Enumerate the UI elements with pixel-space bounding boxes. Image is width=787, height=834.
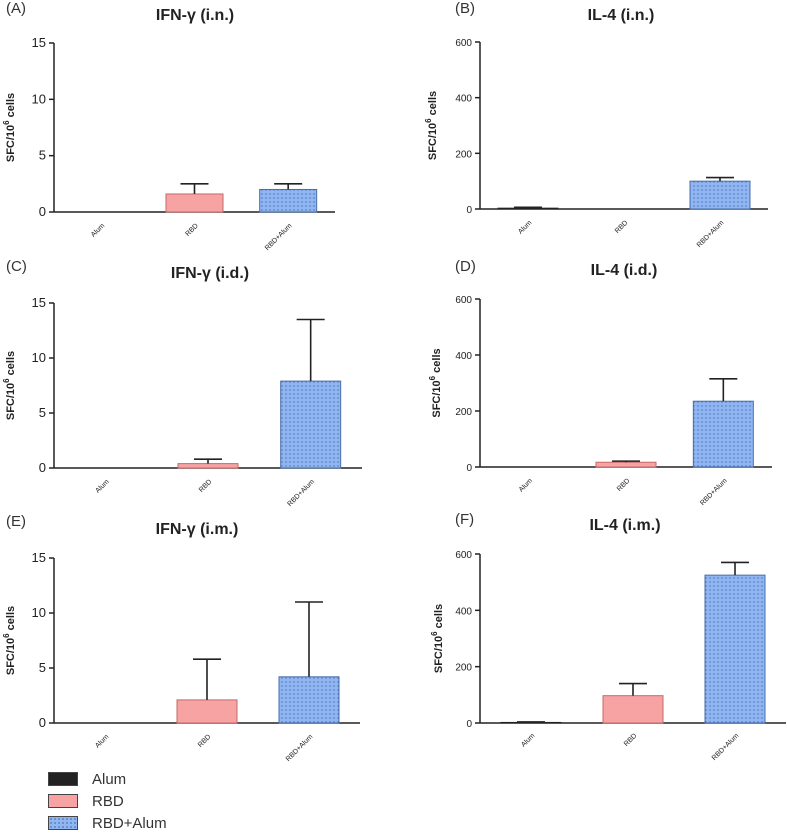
y-tick-label: 0	[466, 463, 472, 474]
y-tick-label: 10	[32, 91, 46, 106]
y-tick-label: 15	[32, 35, 46, 50]
x-tick-label: RBD	[623, 732, 638, 747]
legend-label: Alum	[92, 770, 127, 788]
y-axis-label: SFC/106 cells	[428, 348, 443, 417]
y-tick-label: 0	[466, 205, 472, 216]
y-tick-label: 5	[39, 405, 46, 420]
x-tick-label: RBD	[616, 477, 631, 492]
y-tick-label: 400	[455, 351, 472, 362]
bar-rbd-alum	[704, 574, 766, 724]
x-tick-label: RBD+Alum	[287, 478, 317, 508]
bar-rbd-alum	[692, 400, 754, 468]
legend-item-alum: Alum	[48, 768, 167, 790]
x-tick-label: RBD	[198, 478, 213, 493]
panel-letter: (F)	[455, 511, 474, 528]
y-tick-label: 0	[466, 719, 472, 730]
chart-panel: (F) IL-4 (i.m.) SFC/106 cells 0 200 400 600 Alu…	[430, 511, 786, 762]
bar-rbd-alum	[689, 180, 751, 210]
y-tick-label: 15	[32, 550, 46, 565]
x-tick-label: RBD	[614, 219, 629, 234]
bar-rbd	[176, 699, 238, 724]
x-tick-label: Alum	[520, 732, 536, 748]
figure: (A) IFN-γ (i.n.) SFC/106 cells 0 5 10 15 Alum RB…	[2, 0, 786, 763]
y-tick-label: 600	[455, 550, 472, 561]
y-tick-label: 400	[455, 94, 472, 105]
panel-letter: (D)	[455, 258, 476, 275]
x-tick-label: RBD+Alum	[285, 733, 315, 763]
bar-rbd-alum	[280, 380, 342, 469]
y-tick-label: 0	[39, 715, 46, 730]
y-tick-label: 10	[32, 350, 46, 365]
legend-label: RBD+Alum	[92, 814, 167, 832]
x-tick-label: RBD+Alum	[696, 219, 726, 249]
chart-title: IL-4 (i.m.)	[589, 517, 660, 534]
legend: Alum RBD RBD+Alum	[48, 768, 167, 834]
y-tick-label: 400	[455, 606, 472, 617]
chart-title: IFN-γ (i.m.)	[156, 521, 239, 538]
y-axis-label: SFC/106 cells	[2, 606, 17, 675]
y-tick-label: 600	[455, 38, 472, 49]
y-axis-label: SFC/106 cells	[2, 93, 17, 162]
x-tick-label: RBD	[197, 733, 212, 748]
panel-letter: (A)	[6, 0, 26, 17]
legend-swatch-alum	[48, 772, 78, 786]
y-tick-label: 5	[39, 660, 46, 675]
x-tick-label: Alum	[517, 219, 533, 235]
x-tick-label: Alum	[94, 733, 110, 749]
panel-letter: (C)	[6, 258, 27, 275]
bar-rbd-alum	[278, 676, 340, 724]
x-tick-label: Alum	[518, 477, 534, 493]
y-tick-label: 600	[455, 295, 472, 306]
chart-title: IFN-γ (i.n.)	[156, 7, 234, 24]
chart-panel: (B) IL-4 (i.n.) SFC/106 cells 0 200 400 600 Alu…	[424, 0, 768, 249]
bar-rbd	[165, 193, 224, 213]
y-tick-label: 0	[39, 460, 46, 475]
bar-rbd	[177, 463, 239, 469]
chart-title: IFN-γ (i.d.)	[171, 265, 249, 282]
chart-panel: (D) IL-4 (i.d.) SFC/106 cells 0 200 400 600 Alu…	[428, 258, 772, 507]
legend-swatch-rbd	[48, 794, 78, 808]
y-tick-label: 5	[39, 148, 46, 163]
y-axis-label: SFC/106 cells	[2, 351, 17, 420]
y-tick-label: 10	[32, 605, 46, 620]
bar-rbd	[595, 461, 657, 468]
legend-item-rbd: RBD	[48, 790, 167, 812]
chart-title: IL-4 (i.d.)	[591, 262, 658, 279]
chart-panel: (E) IFN-γ (i.m.) SFC/106 cells 0 5 10 15 Alum RB…	[2, 513, 360, 763]
x-tick-label: Alum	[95, 478, 111, 494]
x-tick-label: RBD	[185, 222, 200, 237]
chart-title: IL-4 (i.n.)	[588, 7, 655, 24]
y-axis-label: SFC/106 cells	[424, 91, 439, 160]
panel-letter: (E)	[6, 513, 26, 530]
bar-rbd	[602, 695, 664, 724]
y-tick-label: 0	[39, 204, 46, 219]
chart-panel: (C) IFN-γ (i.d.) SFC/106 cells 0 5 10 15 Alum RB…	[2, 258, 362, 508]
x-tick-label: RBD+Alum	[264, 222, 294, 252]
y-tick-label: 200	[455, 663, 472, 674]
x-tick-label: RBD+Alum	[699, 477, 729, 507]
y-axis-label: SFC/106 cells	[430, 604, 445, 673]
x-tick-label: RBD+Alum	[711, 732, 741, 762]
x-tick-label: Alum	[90, 222, 106, 238]
panel-letter: (B)	[455, 0, 475, 17]
bar-rbd-alum	[259, 188, 318, 213]
y-tick-label: 200	[455, 149, 472, 160]
y-tick-label: 15	[32, 295, 46, 310]
legend-swatch-rbd-alum	[48, 816, 78, 830]
legend-item-rbd-alum: RBD+Alum	[48, 812, 167, 834]
legend-label: RBD	[92, 792, 124, 810]
bar-alum	[497, 207, 559, 210]
y-tick-label: 200	[455, 407, 472, 418]
chart-panel: (A) IFN-γ (i.n.) SFC/106 cells 0 5 10 15 Alum RB…	[2, 0, 335, 252]
